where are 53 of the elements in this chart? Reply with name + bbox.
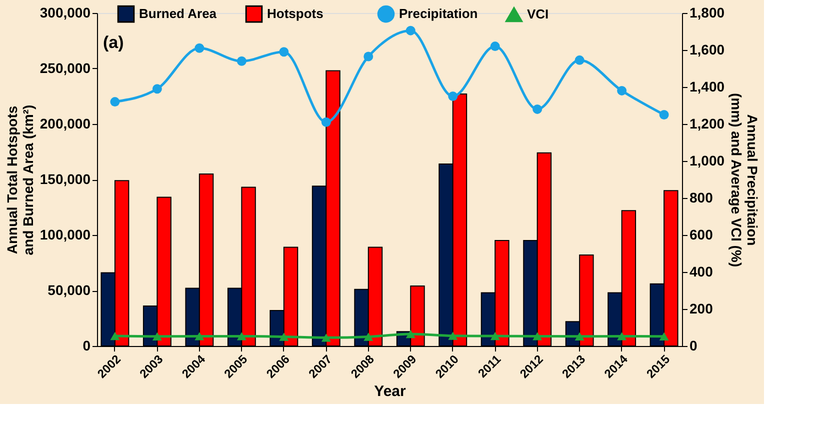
y-tick-label: 200,000: [40, 116, 91, 132]
x-axis-title: Year: [374, 383, 406, 400]
y2-axis-title: Annual Precipitaion (mm) and Average VCI (%): [728, 93, 761, 267]
y-axis-title: Annual Total Hotspots and Burned Area (km²): [4, 104, 36, 256]
point: [617, 86, 627, 96]
annotation: (a): [103, 33, 124, 52]
y-tick-label: 100,000: [40, 226, 91, 242]
point: [659, 332, 669, 340]
legend-label: Hotspots: [267, 6, 324, 22]
point: [448, 332, 458, 340]
point: [659, 110, 669, 120]
y2-tick-label: 800: [690, 190, 714, 206]
point: [152, 84, 162, 94]
y2-tick-label: 200: [690, 300, 714, 316]
y-tick-label: 0: [82, 338, 91, 354]
point: [532, 104, 542, 114]
point: [152, 332, 162, 340]
point: [574, 55, 584, 65]
point: [236, 56, 246, 66]
y2-tick-label: 1,200: [690, 116, 725, 132]
point: [532, 332, 542, 340]
point: [448, 92, 458, 101]
point: [279, 332, 289, 341]
legend-label: Precipitation: [399, 6, 478, 22]
point: [364, 52, 374, 62]
point: [279, 47, 289, 57]
y2-tick-label: 1,000: [690, 152, 725, 168]
point: [321, 334, 331, 342]
point: [490, 332, 500, 340]
point: [321, 117, 331, 127]
point: [364, 332, 374, 341]
y2-tick-label: 600: [690, 226, 714, 242]
y-tick-label: 50,000: [48, 282, 91, 298]
y2-tick-label: 400: [690, 264, 714, 280]
y2-tick-label: 1,600: [690, 42, 725, 58]
point: [194, 332, 204, 340]
point: [406, 330, 416, 338]
y2-tick-label: 1,400: [690, 78, 725, 94]
point: [236, 332, 246, 340]
point: [574, 332, 584, 340]
point: [110, 97, 120, 107]
point: [406, 26, 416, 36]
y2-tick-label: 1,800: [690, 4, 725, 20]
point: [110, 332, 120, 340]
y-tick-label: 150,000: [40, 171, 91, 187]
point: [194, 43, 204, 53]
y2-tick-label: 0: [690, 338, 698, 354]
legend-label: VCI: [527, 6, 549, 22]
y-tick-label: 300,000: [40, 4, 91, 20]
point: [490, 42, 500, 52]
point: [617, 332, 627, 340]
legend-label: Burned Area: [139, 6, 218, 22]
y-tick-label: 250,000: [40, 60, 91, 76]
